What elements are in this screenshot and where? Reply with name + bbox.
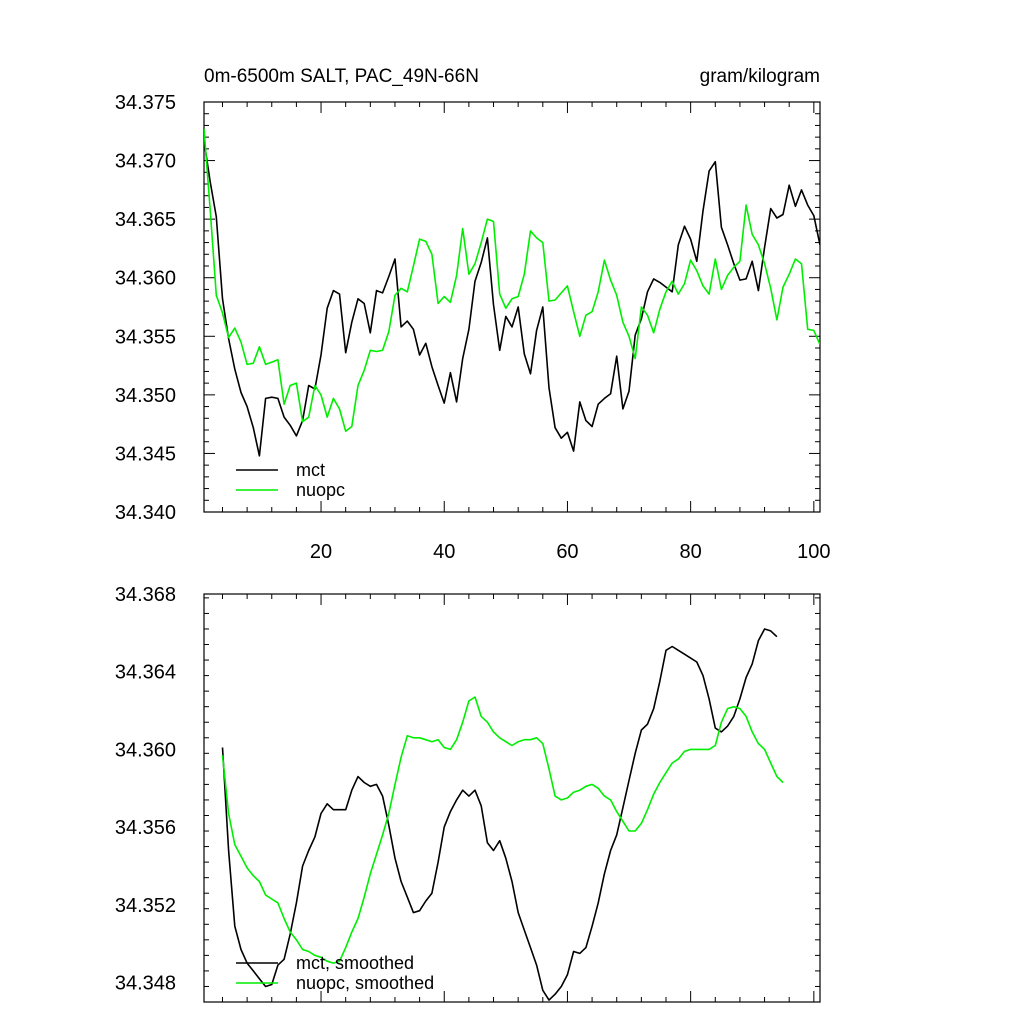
y-tick-label: 34.345 <box>115 443 176 465</box>
x-tick-label: 40 <box>433 541 455 563</box>
series-line-mct-smoothed <box>221 628 778 1001</box>
series-line-nuopc <box>204 128 820 433</box>
chart-title: 0m-6500m SALT, PAC_49N-66N <box>204 66 479 87</box>
units-label: gram/kilogram <box>700 66 820 87</box>
y-tick-label: 34.348 <box>115 973 176 995</box>
y-tick-label: 34.368 <box>115 584 176 606</box>
plot-frame <box>203 593 821 1003</box>
y-tick-label: 34.350 <box>115 385 176 407</box>
x-tick-label: 60 <box>556 541 578 563</box>
x-tick-label: 100 <box>797 541 830 563</box>
y-tick-label: 34.340 <box>115 502 176 524</box>
smoothed-panel: 34.348 34.352 34.356 34.360 34.364 34.368 mct,… <box>115 584 821 1003</box>
series-line-nuopc-smoothed <box>221 696 784 964</box>
y-tick-label: 34.364 <box>115 662 176 684</box>
legend-label: mct <box>296 460 325 480</box>
legend-label: mct, smoothed <box>296 953 414 973</box>
y-tick-label: 34.360 <box>115 268 176 290</box>
series-line-mct <box>204 140 820 457</box>
x-tick-label: 20 <box>310 541 332 563</box>
legend-label: nuopc, smoothed <box>296 973 434 993</box>
y-tick-label: 34.352 <box>115 895 176 917</box>
y-tick-label: 34.375 <box>115 92 176 114</box>
y-tick-label: 34.355 <box>115 326 176 348</box>
raw-panel: 34.340 34.345 34.350 34.355 34.360 34.365 34.3… <box>115 92 831 563</box>
y-tick-label: 34.356 <box>115 817 176 839</box>
plot-frame <box>203 101 821 513</box>
y-tick-label: 34.360 <box>115 739 176 761</box>
y-tick-label: 34.365 <box>115 209 176 231</box>
x-tick-label: 80 <box>680 541 702 563</box>
legend-label: nuopc <box>296 480 345 500</box>
y-tick-label: 34.370 <box>115 151 176 173</box>
